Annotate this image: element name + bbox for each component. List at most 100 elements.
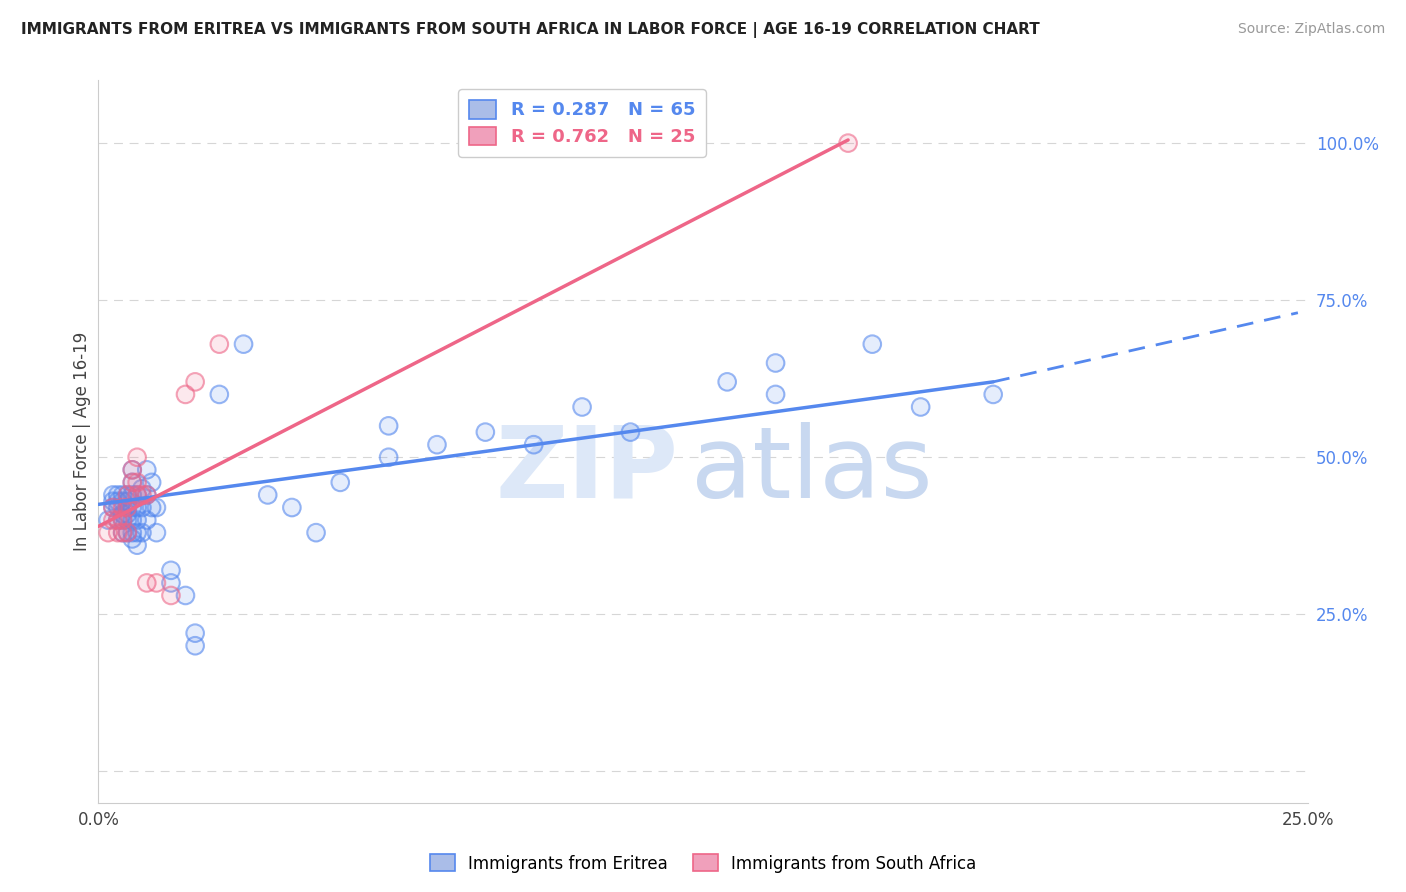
Point <box>377 450 399 465</box>
Point <box>145 575 167 590</box>
Point <box>860 337 883 351</box>
Point <box>121 475 143 490</box>
Point <box>281 500 304 515</box>
Point <box>716 375 738 389</box>
Point <box>107 500 129 515</box>
Point <box>121 500 143 515</box>
Point <box>141 475 163 490</box>
Point <box>111 500 134 515</box>
Point <box>117 500 139 515</box>
Point <box>117 494 139 508</box>
Text: atlas: atlas <box>690 422 932 519</box>
Point <box>232 337 254 351</box>
Point <box>127 513 149 527</box>
Point <box>117 500 139 515</box>
Point <box>121 532 143 546</box>
Point <box>101 513 124 527</box>
Point <box>101 494 124 508</box>
Point <box>111 488 134 502</box>
Point <box>145 500 167 515</box>
Point <box>107 488 129 502</box>
Point <box>141 475 163 490</box>
Point <box>121 525 143 540</box>
Point <box>121 463 143 477</box>
Point <box>765 356 787 370</box>
Point <box>131 525 153 540</box>
Point <box>127 500 149 515</box>
Point <box>184 639 207 653</box>
Point <box>127 450 149 465</box>
Point <box>184 639 207 653</box>
Point <box>121 500 143 515</box>
Point <box>208 337 231 351</box>
Point <box>184 626 207 640</box>
Point <box>619 425 641 439</box>
Point <box>117 488 139 502</box>
Point <box>523 438 546 452</box>
Point <box>837 136 859 150</box>
Point <box>910 400 932 414</box>
Legend: Immigrants from Eritrea, Immigrants from South Africa: Immigrants from Eritrea, Immigrants from… <box>423 847 983 880</box>
Point <box>111 525 134 540</box>
Point <box>174 387 197 401</box>
Text: Source: ZipAtlas.com: Source: ZipAtlas.com <box>1237 22 1385 37</box>
Point <box>127 513 149 527</box>
Point <box>474 425 496 439</box>
Point <box>256 488 278 502</box>
Point <box>145 500 167 515</box>
Point <box>101 488 124 502</box>
Point <box>107 513 129 527</box>
Point <box>523 438 546 452</box>
Point <box>160 575 183 590</box>
Point <box>101 500 124 515</box>
Point <box>107 513 129 527</box>
Point <box>117 500 139 515</box>
Point <box>160 575 183 590</box>
Point <box>111 525 134 540</box>
Point <box>121 475 143 490</box>
Point <box>111 494 134 508</box>
Point <box>716 375 738 389</box>
Point <box>208 387 231 401</box>
Point <box>160 589 183 603</box>
Point <box>141 500 163 515</box>
Point <box>111 513 134 527</box>
Point <box>141 500 163 515</box>
Point <box>127 538 149 552</box>
Point <box>174 589 197 603</box>
Point <box>117 488 139 502</box>
Point <box>619 425 641 439</box>
Point <box>121 463 143 477</box>
Point <box>117 513 139 527</box>
Point <box>426 438 449 452</box>
Point <box>127 488 149 502</box>
Point <box>160 563 183 577</box>
Point <box>121 513 143 527</box>
Point <box>127 488 149 502</box>
Point <box>117 525 139 540</box>
Point <box>101 513 124 527</box>
Point <box>111 494 134 508</box>
Point <box>329 475 352 490</box>
Point <box>107 525 129 540</box>
Point <box>174 589 197 603</box>
Point <box>474 425 496 439</box>
Point <box>117 488 139 502</box>
Point <box>160 589 183 603</box>
Point <box>377 418 399 433</box>
Point <box>111 500 134 515</box>
Point <box>860 337 883 351</box>
Point <box>117 488 139 502</box>
Point <box>184 626 207 640</box>
Point <box>232 337 254 351</box>
Point <box>127 488 149 502</box>
Point <box>208 387 231 401</box>
Point <box>131 482 153 496</box>
Point <box>135 488 157 502</box>
Point <box>121 463 143 477</box>
Point <box>910 400 932 414</box>
Point <box>117 494 139 508</box>
Point <box>256 488 278 502</box>
Point <box>121 488 143 502</box>
Point <box>97 525 120 540</box>
